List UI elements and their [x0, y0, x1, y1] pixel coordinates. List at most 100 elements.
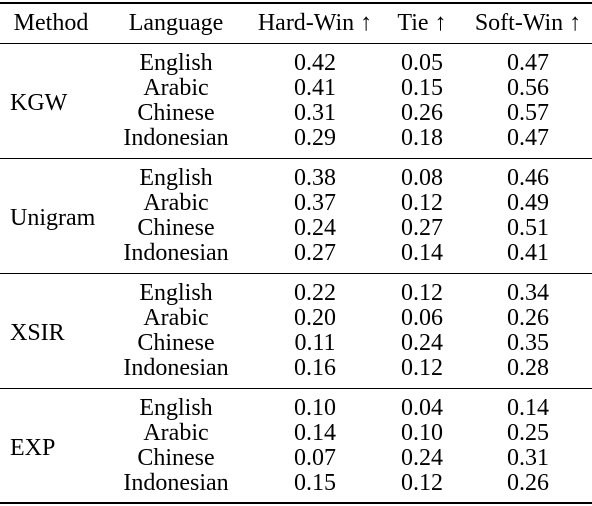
cell-tie: 0.04 [401, 395, 443, 421]
method-group-xsir: XSIR English 0.22 0.12 0.34 Arabic 0.20 … [0, 277, 592, 389]
cell-language: English [139, 165, 213, 191]
cell-soft-win: 0.41 [507, 240, 549, 266]
cell-tie: 0.06 [401, 305, 443, 331]
cell-language: Indonesian [123, 470, 229, 496]
group-rule [0, 388, 592, 389]
table-row: Arabic 0.37 0.12 0.49 [0, 191, 592, 216]
cell-tie: 0.12 [401, 470, 443, 496]
table-row: Indonesian 0.16 0.12 0.28 [0, 356, 592, 381]
group-method-label: Unigram [10, 205, 96, 231]
cell-soft-win: 0.46 [507, 165, 549, 191]
top-rule [0, 2, 592, 4]
cell-hard-win: 0.41 [294, 75, 336, 101]
cell-language: Arabic [143, 420, 209, 446]
cell-hard-win: 0.14 [294, 420, 336, 446]
cell-tie: 0.24 [401, 330, 443, 356]
table-row: Chinese 0.31 0.26 0.57 [0, 101, 592, 126]
cell-language: Chinese [137, 100, 215, 126]
cell-hard-win: 0.10 [294, 395, 336, 421]
cell-hard-win: 0.38 [294, 165, 336, 191]
cell-language: English [139, 50, 213, 76]
cell-soft-win: 0.28 [507, 355, 549, 381]
table-row: English 0.38 0.08 0.46 [0, 166, 592, 191]
cell-hard-win: 0.11 [294, 330, 336, 356]
table-row: Arabic 0.20 0.06 0.26 [0, 306, 592, 331]
header-row: Method Language Hard-Win ↑ Tie ↑ Soft-Wi… [0, 4, 592, 42]
cell-language: Indonesian [123, 240, 229, 266]
cell-language: Chinese [137, 215, 215, 241]
cell-hard-win: 0.15 [294, 470, 336, 496]
group-rule [0, 158, 592, 159]
cell-tie: 0.18 [401, 125, 443, 151]
cell-soft-win: 0.49 [507, 190, 549, 216]
table-row: Chinese 0.11 0.24 0.35 [0, 331, 592, 356]
cell-soft-win: 0.47 [507, 125, 549, 151]
header-soft-win: Soft-Win ↑ [474, 10, 582, 36]
cell-language: Arabic [143, 190, 209, 216]
table-row: Chinese 0.07 0.24 0.31 [0, 446, 592, 471]
header-rule [0, 43, 592, 44]
bottom-rule [0, 502, 592, 504]
cell-hard-win: 0.31 [294, 100, 336, 126]
header-method: Method [13, 10, 89, 36]
header-language: Language [128, 10, 224, 36]
cell-soft-win: 0.35 [507, 330, 549, 356]
cell-soft-win: 0.26 [507, 470, 549, 496]
method-group-kgw: KGW English 0.42 0.05 0.47 Arabic 0.41 0… [0, 47, 592, 159]
cell-hard-win: 0.20 [294, 305, 336, 331]
cell-hard-win: 0.07 [294, 445, 336, 471]
cell-language: Indonesian [123, 125, 229, 151]
cell-language: English [139, 395, 213, 421]
cell-hard-win: 0.27 [294, 240, 336, 266]
cell-tie: 0.12 [401, 280, 443, 306]
cell-soft-win: 0.14 [507, 395, 549, 421]
cell-tie: 0.12 [401, 190, 443, 216]
cell-hard-win: 0.37 [294, 190, 336, 216]
method-group-unigram: Unigram English 0.38 0.08 0.46 Arabic 0.… [0, 162, 592, 274]
cell-soft-win: 0.34 [507, 280, 549, 306]
group-rule [0, 273, 592, 274]
cell-soft-win: 0.26 [507, 305, 549, 331]
table-row: Indonesian 0.27 0.14 0.41 [0, 241, 592, 266]
table-row: Indonesian 0.29 0.18 0.47 [0, 126, 592, 151]
cell-tie: 0.27 [401, 215, 443, 241]
group-method-label: KGW [10, 90, 68, 116]
cell-hard-win: 0.29 [294, 125, 336, 151]
cell-hard-win: 0.24 [294, 215, 336, 241]
group-method-label: XSIR [10, 320, 65, 346]
cell-soft-win: 0.57 [507, 100, 549, 126]
cell-language: English [139, 280, 213, 306]
cell-tie: 0.05 [401, 50, 443, 76]
table-row: English 0.42 0.05 0.47 [0, 51, 592, 76]
table-row: English 0.22 0.12 0.34 [0, 281, 592, 306]
table-row: Arabic 0.41 0.15 0.56 [0, 76, 592, 101]
cell-tie: 0.26 [401, 100, 443, 126]
cell-tie: 0.14 [401, 240, 443, 266]
cell-tie: 0.24 [401, 445, 443, 471]
cell-soft-win: 0.25 [507, 420, 549, 446]
cell-language: Arabic [143, 75, 209, 101]
cell-language: Indonesian [123, 355, 229, 381]
table-row: Arabic 0.14 0.10 0.25 [0, 421, 592, 446]
table-row: Chinese 0.24 0.27 0.51 [0, 216, 592, 241]
cell-language: Chinese [137, 330, 215, 356]
cell-tie: 0.10 [401, 420, 443, 446]
group-method-label: EXP [10, 435, 56, 461]
cell-soft-win: 0.47 [507, 50, 549, 76]
cell-language: Arabic [143, 305, 209, 331]
table-row: Indonesian 0.15 0.12 0.26 [0, 471, 592, 496]
cell-hard-win: 0.22 [294, 280, 336, 306]
cell-hard-win: 0.42 [294, 50, 336, 76]
header-tie: Tie ↑ [397, 10, 447, 36]
table-row: English 0.10 0.04 0.14 [0, 396, 592, 421]
cell-tie: 0.08 [401, 165, 443, 191]
cell-tie: 0.15 [401, 75, 443, 101]
cell-tie: 0.12 [401, 355, 443, 381]
cell-hard-win: 0.16 [294, 355, 336, 381]
cell-soft-win: 0.56 [507, 75, 549, 101]
cell-soft-win: 0.31 [507, 445, 549, 471]
cell-soft-win: 0.51 [507, 215, 549, 241]
header-hard-win: Hard-Win ↑ [257, 10, 373, 36]
cell-language: Chinese [137, 445, 215, 471]
